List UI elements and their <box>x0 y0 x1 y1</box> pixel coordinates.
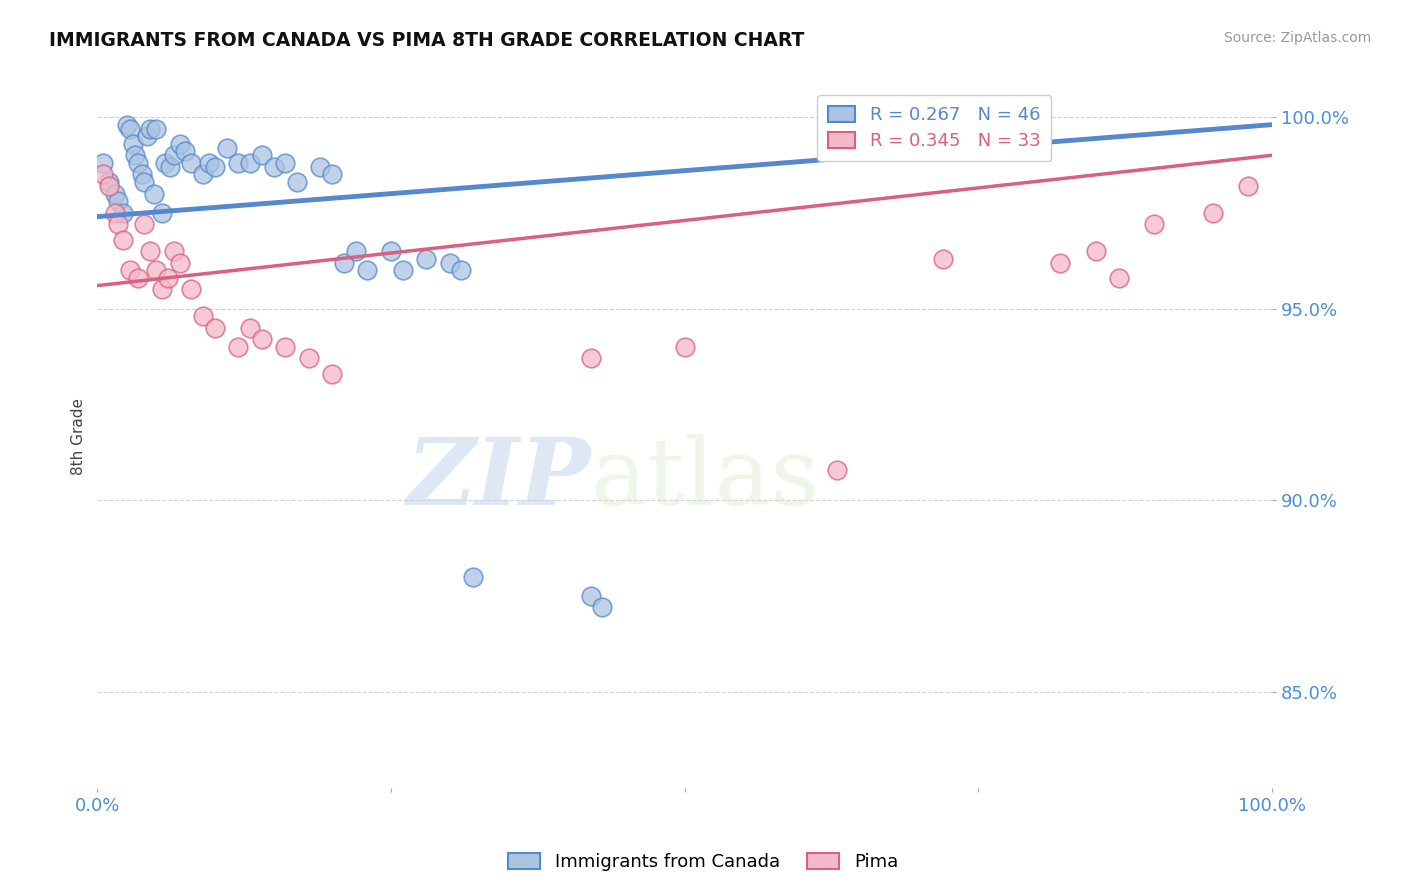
Point <box>159 160 181 174</box>
Point <box>169 136 191 151</box>
Point <box>91 168 114 182</box>
Point <box>163 148 186 162</box>
Text: Source: ZipAtlas.com: Source: ZipAtlas.com <box>1223 31 1371 45</box>
Point <box>139 244 162 259</box>
Point <box>825 462 848 476</box>
Point <box>1049 255 1071 269</box>
Point <box>274 340 297 354</box>
Point <box>191 310 214 324</box>
Text: IMMIGRANTS FROM CANADA VS PIMA 8TH GRADE CORRELATION CHART: IMMIGRANTS FROM CANADA VS PIMA 8TH GRADE… <box>49 31 804 50</box>
Point <box>204 320 226 334</box>
Point <box>579 351 602 366</box>
Point <box>263 160 285 174</box>
Point <box>155 156 177 170</box>
Point <box>134 175 156 189</box>
Point <box>180 156 202 170</box>
Point <box>124 148 146 162</box>
Point <box>142 186 165 201</box>
Point <box>673 340 696 354</box>
Point <box>1084 244 1107 259</box>
Point <box>309 160 332 174</box>
Point <box>439 255 461 269</box>
Point <box>104 206 127 220</box>
Point <box>274 156 297 170</box>
Point <box>298 351 321 366</box>
Legend: R = 0.267   N = 46, R = 0.345   N = 33: R = 0.267 N = 46, R = 0.345 N = 33 <box>817 95 1052 161</box>
Point <box>120 121 142 136</box>
Point <box>1237 178 1260 193</box>
Point <box>112 206 135 220</box>
Point <box>127 156 149 170</box>
Point <box>1143 217 1166 231</box>
Point <box>98 175 121 189</box>
Legend: Immigrants from Canada, Pima: Immigrants from Canada, Pima <box>501 846 905 879</box>
Point <box>121 136 143 151</box>
Point <box>174 145 197 159</box>
Point <box>591 600 613 615</box>
Point <box>250 332 273 346</box>
Point <box>226 340 249 354</box>
Point <box>579 589 602 603</box>
Point <box>139 121 162 136</box>
Point <box>226 156 249 170</box>
Point <box>198 156 221 170</box>
Point <box>380 244 402 259</box>
Point <box>391 263 413 277</box>
Point <box>450 263 472 277</box>
Point <box>115 118 138 132</box>
Point <box>107 217 129 231</box>
Point <box>1202 206 1225 220</box>
Point <box>1108 271 1130 285</box>
Point <box>112 233 135 247</box>
Point <box>131 168 153 182</box>
Y-axis label: 8th Grade: 8th Grade <box>72 399 86 475</box>
Point <box>239 156 262 170</box>
Point <box>356 263 378 277</box>
Point <box>98 178 121 193</box>
Point <box>134 217 156 231</box>
Point <box>321 168 343 182</box>
Point <box>344 244 367 259</box>
Text: ZIP: ZIP <box>406 434 591 524</box>
Point <box>150 282 173 296</box>
Text: atlas: atlas <box>591 434 820 524</box>
Point <box>463 570 485 584</box>
Point <box>163 244 186 259</box>
Point <box>215 141 238 155</box>
Point <box>333 255 356 269</box>
Point <box>127 271 149 285</box>
Point <box>321 367 343 381</box>
Point <box>135 129 157 144</box>
Point <box>145 263 167 277</box>
Point <box>91 156 114 170</box>
Point <box>285 175 308 189</box>
Point <box>204 160 226 174</box>
Point <box>107 194 129 209</box>
Point <box>150 206 173 220</box>
Point <box>145 121 167 136</box>
Point <box>156 271 179 285</box>
Point <box>104 186 127 201</box>
Point <box>415 252 437 266</box>
Point <box>932 252 955 266</box>
Point <box>239 320 262 334</box>
Point <box>191 168 214 182</box>
Point <box>180 282 202 296</box>
Point <box>250 148 273 162</box>
Point <box>120 263 142 277</box>
Point <box>169 255 191 269</box>
